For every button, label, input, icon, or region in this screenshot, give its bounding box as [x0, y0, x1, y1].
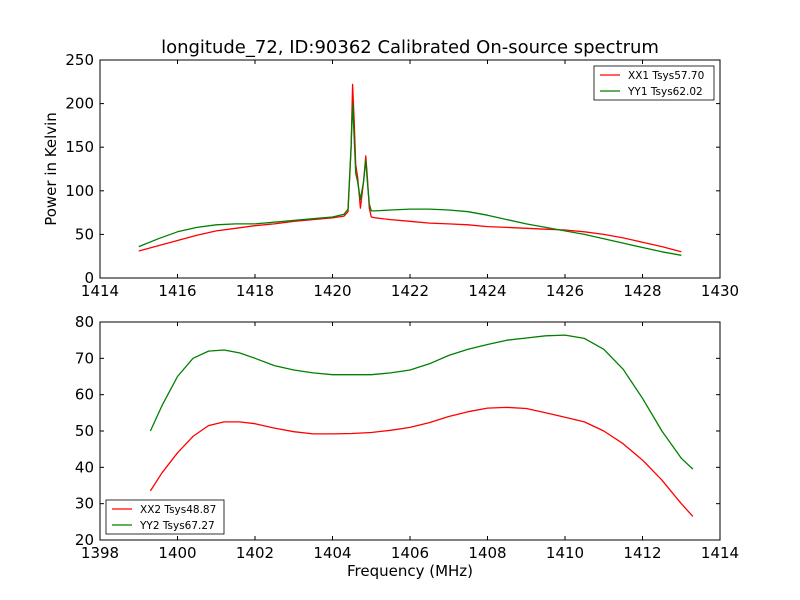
chart-1: 1414 1416 1418 1420 1422 1424 1426 1428 1430 0 50 1… [42, 51, 739, 300]
legend: XX2 Tsys48.87 YY2 Tsys67.27 [105, 499, 225, 535]
y-tick-label: 50 [75, 225, 94, 243]
y-tick-label: 40 [75, 458, 94, 476]
y-tick-label: 80 [75, 313, 94, 331]
y-tick-label: 150 [65, 138, 94, 156]
legend-label: YY2 Tsys67.27 [139, 520, 215, 532]
legend-label: XX1 Tsys57.70 [628, 70, 704, 82]
x-tick-label: 1414 [81, 282, 119, 300]
x-tick-label: 1412 [623, 544, 661, 562]
x-tick-label: 1422 [391, 282, 429, 300]
charts-group: 1414 1416 1418 1420 1422 1424 1426 1428 14300501… [42, 51, 739, 580]
x-tick-label: 1420 [313, 282, 351, 300]
x-tick-label: 1428 [623, 282, 661, 300]
x-tick-label: 1398 [81, 544, 119, 562]
legend: XX1 Tsys57.70 YY1 Tsys62.02 [593, 65, 715, 101]
series-line-1 [149, 406, 694, 517]
x-tick-label: 1418 [236, 282, 274, 300]
series-line-1 [138, 83, 682, 253]
chart-2: 1398 1400 1402 1404 1406 1408 1410 1412 1414 20 30… [75, 313, 739, 580]
y-tick-label: 200 [65, 95, 94, 113]
legend-box [105, 499, 225, 535]
y-tick-label: 20 [75, 531, 94, 549]
x-tick-label: 1408 [468, 544, 506, 562]
y-tick-label: 50 [75, 422, 94, 440]
x-tick-label: 1410 [546, 544, 584, 562]
legend-label: YY1 Tsys62.02 [627, 86, 703, 98]
x-tick-label: 1416 [158, 282, 196, 300]
series-line-2 [149, 334, 694, 470]
x-axis-label: Frequency (MHz) [347, 562, 473, 580]
y-tick-label: 30 [75, 495, 94, 513]
x-tick-label: 1406 [391, 544, 429, 562]
x-tick-label: 1426 [546, 282, 584, 300]
x-tick-label: 1414 [701, 544, 739, 562]
y-tick-label: 100 [65, 182, 94, 200]
x-tick-label: 1400 [158, 544, 196, 562]
x-tick-label: 1402 [236, 544, 274, 562]
y-tick-label: 0 [84, 269, 94, 287]
x-tick-label: 1404 [313, 544, 351, 562]
y-tick-label: 250 [65, 51, 94, 69]
y-tick-label: 60 [75, 386, 94, 404]
y-axis-label: Power in Kelvin [42, 112, 60, 226]
legend-label: XX2 Tsys48.87 [140, 504, 216, 516]
y-tick-label: 70 [75, 349, 94, 367]
legend-box [593, 65, 715, 101]
x-tick-label: 1424 [468, 282, 506, 300]
figure-title: longitude_72, ID:90362 Calibrated On-sou… [161, 37, 659, 58]
x-tick-label: 1430 [701, 282, 739, 300]
series-line-2 [138, 102, 682, 256]
